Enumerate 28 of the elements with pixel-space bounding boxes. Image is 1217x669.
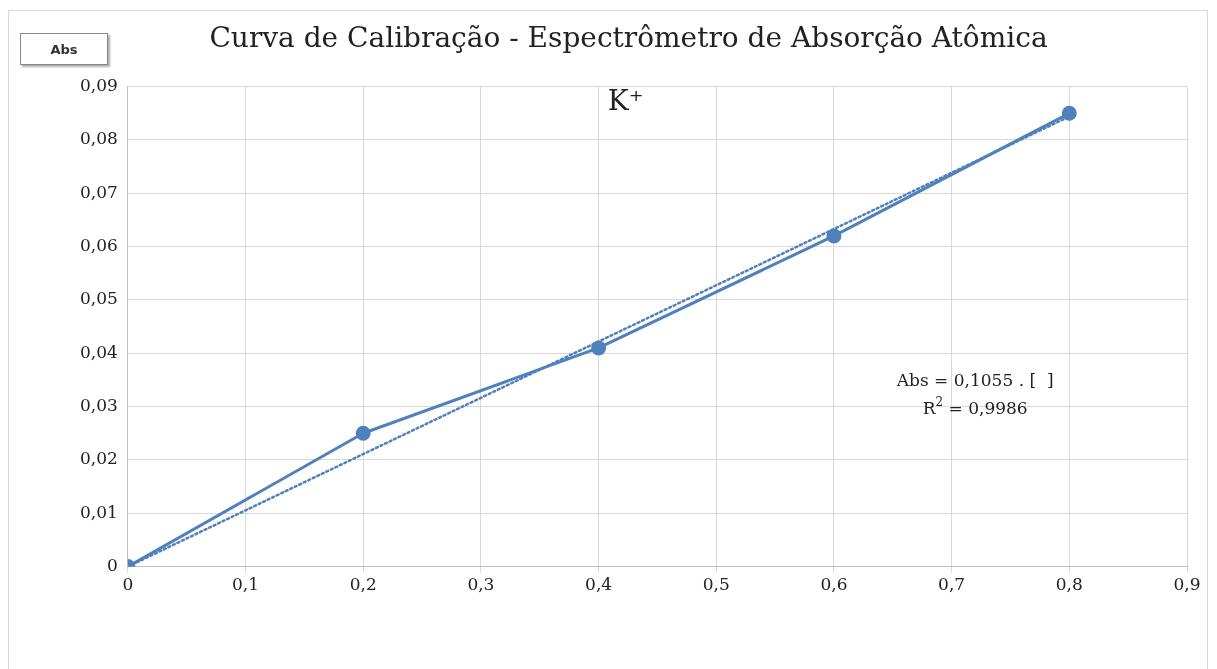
x-tick-label: 0,8 <box>1055 574 1083 595</box>
y-tick-label: 0,02 <box>79 448 118 469</box>
y-tick-label: 0,01 <box>79 501 118 522</box>
y-axis-title: Abs <box>20 33 108 65</box>
chart-subtitle: K⁺ <box>607 83 644 117</box>
y-tick-label: 0,09 <box>79 75 118 96</box>
x-tick-label: 0,1 <box>232 574 260 595</box>
x-tick-label: 0,5 <box>702 574 730 595</box>
annotation: Abs = 0,1055 . [ ] <box>895 370 1054 391</box>
x-tick-label: 0,9 <box>1173 574 1201 595</box>
x-tick-label: 0,6 <box>820 574 848 595</box>
point <box>355 425 371 441</box>
y-tick-label: 0,04 <box>79 341 118 362</box>
y-tick-label: 0,05 <box>79 288 118 309</box>
point <box>826 228 842 244</box>
x-tick-label: 0,3 <box>467 574 495 595</box>
y-tick-label: 0 <box>107 555 118 576</box>
x-tick-label: 0,7 <box>938 574 966 595</box>
y-tick-label: 0,06 <box>79 235 118 256</box>
x-tick-label: 0,2 <box>349 574 377 595</box>
y-tick-label: 0,03 <box>79 395 118 416</box>
x-tick-label: 0,4 <box>585 574 613 595</box>
point <box>591 340 607 356</box>
point <box>1061 105 1077 121</box>
chart-title: Curva de Calibração - Espectrômetro de Absorção Atômica <box>209 21 1048 55</box>
y-tick-label: 0,07 <box>79 181 118 202</box>
y-tick-label: 0,08 <box>79 128 118 149</box>
x-tick-label: 0 <box>122 574 134 595</box>
